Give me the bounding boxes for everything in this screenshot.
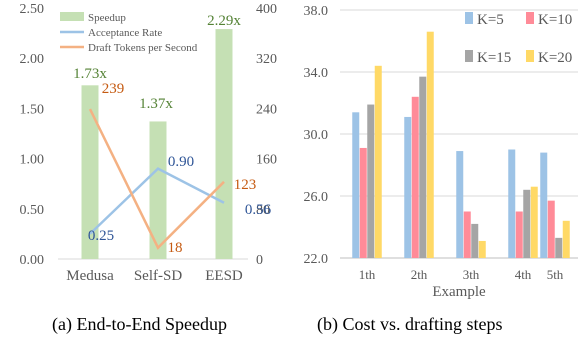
y-left-tick: 1.00 [20, 153, 45, 168]
bar-k-5-1th [352, 112, 360, 258]
bar-k-10-3th [463, 211, 471, 258]
y-right-tick: 320 [256, 52, 277, 67]
legend-swatch [526, 50, 534, 62]
bar-k-5-3th [456, 151, 464, 258]
speedup-bars [81, 29, 233, 260]
draft-tokens-label: 18 [168, 240, 183, 256]
caption-right: (b) Cost vs. drafting steps [317, 314, 503, 334]
bar-k-15-3th [471, 223, 479, 258]
category-labels: Medusa Self-SD EESD [66, 268, 243, 284]
category-label: 1th [359, 267, 376, 282]
category-label: Self-SD [134, 268, 183, 284]
y-right-tick: 400 [256, 2, 277, 17]
category-label: EESD [205, 268, 243, 284]
legend-label: K=15 [477, 50, 511, 66]
y-left-tick: 2.00 [20, 52, 45, 67]
draft-tokens-label: 239 [102, 81, 125, 97]
legend-label-speedup: Speedup [88, 12, 126, 24]
category-label: 3th [463, 267, 480, 282]
bar-k-20-1th [374, 65, 382, 258]
y-left-tick: 0.50 [20, 203, 45, 218]
draft-tokens-label: 123 [234, 177, 257, 193]
bar-k-10-4th [515, 211, 523, 258]
draft-tokens-line [88, 108, 225, 250]
y-axis-tick: 30.0 [304, 128, 329, 143]
y-axis-tick: 34.0 [304, 66, 329, 81]
bar-k-10-2th [411, 96, 419, 258]
bar-k-10-5th [547, 200, 555, 258]
acceptance-rate-label: 0.56 [245, 202, 272, 218]
legend-swatch-speedup [60, 12, 84, 21]
bar-k-5-5th [540, 152, 548, 258]
speedup-label: 2.29x [207, 13, 241, 29]
bar-k-5-4th [508, 149, 516, 258]
legend-swatch [465, 12, 473, 24]
bar-k-15-4th [523, 189, 531, 258]
y-axis-tick: 38.0 [304, 4, 329, 19]
bar-k-20-5th [562, 220, 570, 258]
x-axis-label: Example [432, 284, 486, 300]
bar-k-15-1th [367, 104, 375, 258]
legend-label: K=10 [538, 12, 572, 28]
right-axis-ticks: 0 80 160 240 320 400 [256, 2, 277, 268]
legend-swatch [465, 50, 473, 62]
legend-label-acceptance: Acceptance Rate [88, 27, 162, 39]
y-axis-tick: 26.0 [304, 190, 329, 205]
bar-k-20-2th [426, 31, 434, 259]
legend: Speedup Acceptance Rate Draft Tokens per S… [60, 12, 198, 54]
y-right-tick: 0 [256, 253, 263, 268]
speedup-label: 1.37x [139, 96, 173, 112]
y-right-tick: 240 [256, 102, 277, 117]
speedup-label: 1.73x [73, 66, 107, 82]
y-axis-ticks: 22.0 26.0 30.0 34.0 38.0 [304, 4, 329, 267]
y-left-tick: 1.50 [20, 102, 45, 117]
bar-k-10-1th [359, 147, 367, 258]
y-right-tick: 80 [256, 203, 270, 218]
bar-k-20-3th [478, 240, 486, 258]
y-left-tick: 2.50 [20, 2, 45, 17]
speedup-bar [81, 85, 99, 259]
bars [352, 31, 570, 259]
bar-k-5-2th [404, 116, 412, 258]
acceptance-rate-label: 0.90 [168, 154, 194, 170]
left-axis-ticks: 0.00 0.50 1.00 1.50 2.00 2.50 [20, 2, 45, 268]
category-label: Medusa [66, 268, 114, 284]
legend-label: K=5 [477, 12, 504, 28]
bar-k-15-5th [555, 237, 563, 258]
acceptance-rate-label: 0.25 [88, 228, 114, 244]
caption-left: (a) End-to-End Speedup [52, 314, 227, 334]
chart-cost-vs-drafting-steps: 22.0 26.0 30.0 34.0 38.0 1th 2th 3th 4th 5th Exa… [304, 4, 578, 300]
category-labels: 1th 2th 3th 4th 5th [359, 267, 564, 282]
speedup-bar [215, 29, 233, 259]
legend-swatch [526, 12, 534, 24]
line-series [88, 108, 225, 250]
y-right-tick: 160 [256, 153, 277, 168]
legend-label: K=20 [538, 50, 572, 66]
chart-end-to-end-speedup: 0.00 0.50 1.00 1.50 2.00 2.50 0 80 160 240 320 400… [20, 2, 278, 284]
bar-k-15-2th [419, 76, 427, 259]
data-labels: 1.73x 1.37x 2.29x 0.25 0.90 0.56 239 18 123 [73, 13, 272, 256]
category-label: 4th [515, 267, 532, 282]
category-label: 2th [411, 267, 428, 282]
category-label: 5th [547, 267, 564, 282]
y-axis-tick: 22.0 [304, 252, 329, 267]
bar-k-20-4th [530, 186, 538, 258]
acceptance-rate-line [89, 167, 225, 235]
legend: K=5 K=10 K=15 K=20 [465, 12, 572, 66]
y-left-tick: 0.00 [20, 253, 45, 268]
legend-label-draft-tokens: Draft Tokens per Second [88, 42, 198, 54]
speedup-bar [149, 121, 167, 260]
